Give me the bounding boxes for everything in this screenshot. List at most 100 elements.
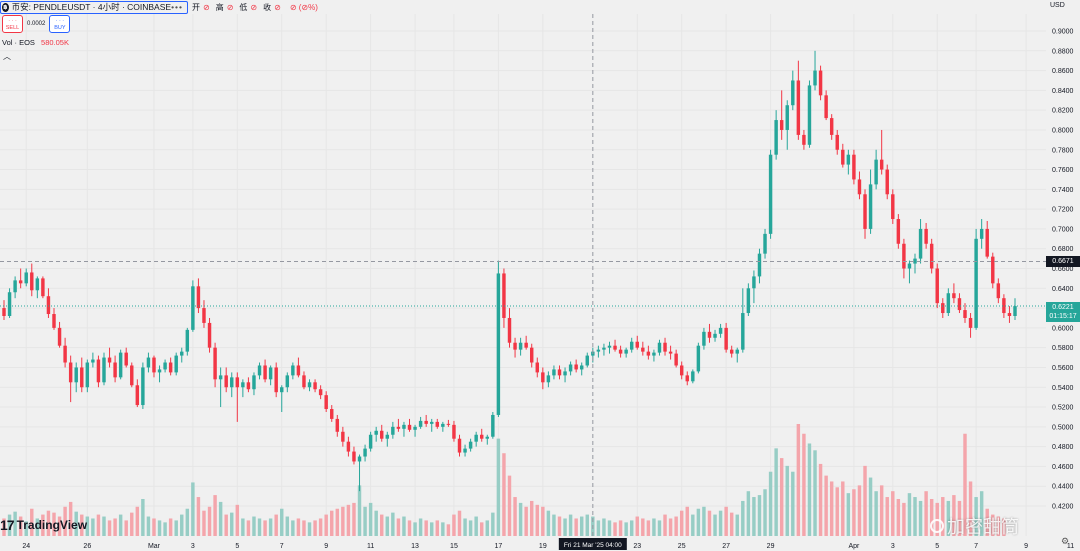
candle xyxy=(241,379,245,398)
candle xyxy=(718,323,723,338)
volume-bar xyxy=(30,508,34,536)
candle xyxy=(457,434,462,457)
candle-body xyxy=(513,342,517,350)
symbol-title[interactable]: 币安: PENDLEUSDT · 4小时 · COINBASE xyxy=(11,2,172,12)
volume-bar xyxy=(629,520,634,536)
time-tick-label: 9 xyxy=(324,543,328,550)
candle xyxy=(679,361,684,380)
time-tick-label: 7 xyxy=(974,543,978,550)
candle xyxy=(180,347,184,363)
volume-bar xyxy=(52,512,56,536)
candle-body xyxy=(579,365,584,370)
candle-series xyxy=(2,50,1017,492)
settings-icon[interactable]: ⚙ xyxy=(1061,536,1070,546)
candle xyxy=(685,371,689,386)
candle-body xyxy=(924,228,928,244)
candle-body xyxy=(207,322,212,348)
candle-body xyxy=(30,272,34,291)
candle-body xyxy=(7,292,12,316)
collapse-icon[interactable]: ︿ xyxy=(3,52,11,61)
candle-body xyxy=(763,233,767,254)
price-tick-label: 0.8200 xyxy=(1052,108,1074,115)
candle-body xyxy=(157,369,162,373)
candle xyxy=(24,268,28,287)
time-axis-bg xyxy=(0,537,1046,551)
candle xyxy=(174,352,178,376)
candle-body xyxy=(496,273,501,415)
crosshair-price: 0.6671 xyxy=(1052,257,1074,265)
volume-bar xyxy=(230,512,234,536)
volume-bar xyxy=(657,520,662,536)
time-tick-label: 23 xyxy=(633,543,641,550)
candle-body xyxy=(346,441,351,452)
volume-bar xyxy=(674,516,678,536)
volume-bar xyxy=(646,520,651,536)
candle xyxy=(763,228,767,259)
crosshair-price-badge: 0.6671 xyxy=(1046,255,1080,267)
candle-body xyxy=(385,434,390,439)
candle xyxy=(302,371,306,390)
volume-bar xyxy=(191,482,195,536)
volume-bar xyxy=(502,453,506,536)
candle xyxy=(280,385,284,412)
buy-button[interactable]: · · · BUY xyxy=(49,15,71,33)
candle xyxy=(1013,298,1017,320)
price-tick-label: 0.6600 xyxy=(1052,266,1074,273)
currency-label[interactable]: USD xyxy=(1050,2,1065,9)
candle-body xyxy=(52,314,56,328)
candle xyxy=(724,322,728,353)
candle xyxy=(296,357,301,378)
candle-body xyxy=(807,85,812,145)
candle-body xyxy=(524,342,528,348)
volume-legend[interactable]: Vol · EOS 580.05K xyxy=(0,38,69,47)
volume-bar xyxy=(41,514,45,536)
candle xyxy=(674,349,678,368)
candle-body xyxy=(696,345,701,372)
candle-body xyxy=(557,369,562,376)
volume-bar xyxy=(913,497,917,536)
volume-bar xyxy=(602,518,606,536)
volume-bar xyxy=(180,514,184,536)
volume-bar xyxy=(457,510,462,536)
watermark-text: 加密甜筒 xyxy=(947,517,1019,537)
candle xyxy=(435,418,440,429)
candle xyxy=(480,428,484,442)
candle-body xyxy=(885,169,889,195)
more-options-icon[interactable]: ••• xyxy=(171,2,183,12)
symbol-box[interactable]: ฿ 币安: PENDLEUSDT · 4小时 · COINBASE ••• xyxy=(0,0,188,14)
volume-bar xyxy=(241,518,245,536)
time-tick-label: 5 xyxy=(235,543,239,550)
volume-bar xyxy=(946,500,951,536)
price-tick-label: 0.9000 xyxy=(1052,29,1074,36)
candle xyxy=(7,288,12,318)
candle-body xyxy=(313,382,317,390)
candle-body xyxy=(380,430,384,439)
candle xyxy=(396,418,401,432)
volume-bar xyxy=(124,520,128,536)
time-tick-label: 11 xyxy=(367,543,374,550)
candle-body xyxy=(874,159,878,185)
candle-body xyxy=(963,310,967,318)
price-tick-label: 0.4400 xyxy=(1052,484,1074,491)
candle-body xyxy=(235,377,240,388)
candle xyxy=(918,219,923,264)
candle-body xyxy=(74,367,78,383)
candle-body xyxy=(746,288,751,314)
candle-body xyxy=(824,95,828,119)
candle-body xyxy=(879,159,884,170)
candle-body xyxy=(918,228,923,259)
tradingview-logo[interactable]: 17 TradingView xyxy=(0,517,87,533)
ohlc-item: 收 ⊘ xyxy=(263,2,284,13)
candle-body xyxy=(1002,298,1006,314)
candle xyxy=(391,421,395,439)
ohlc-value: ⊘ xyxy=(203,2,210,12)
candle xyxy=(996,278,1001,304)
candle xyxy=(829,114,834,140)
candle-body xyxy=(629,341,634,350)
sell-button[interactable]: · · · SELL xyxy=(2,15,23,33)
volume-bar xyxy=(268,518,273,536)
time-tick-label: 11 xyxy=(1067,543,1074,550)
candle-body xyxy=(529,347,534,363)
candle xyxy=(613,339,617,352)
